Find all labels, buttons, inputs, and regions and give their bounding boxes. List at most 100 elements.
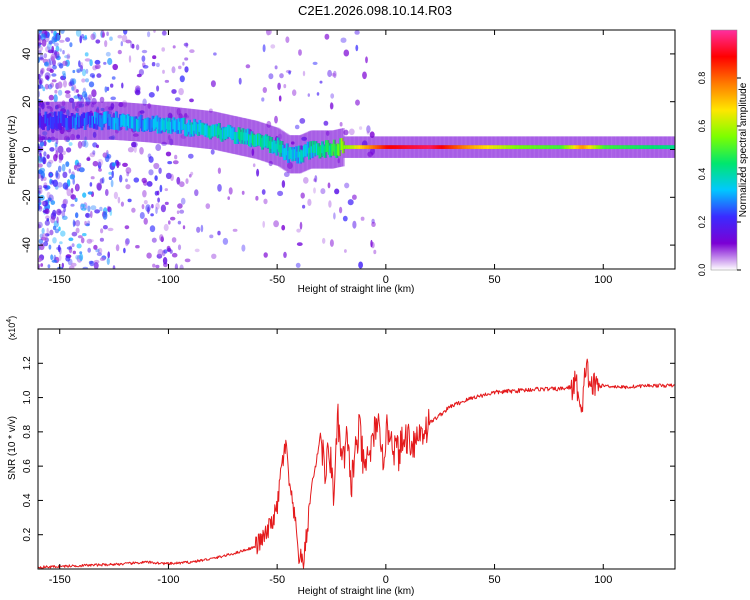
heatmap-noise-cell xyxy=(70,194,77,200)
heatmap-noise-cell xyxy=(111,162,117,167)
heatmap-noise-cell xyxy=(70,133,75,141)
heatmap-noise-cell xyxy=(78,167,85,173)
heatmap-noise-cell xyxy=(292,89,297,96)
heatmap-noise-cell xyxy=(66,109,70,117)
heatmap-noise-cell xyxy=(70,187,74,194)
heatmap-noise-cell xyxy=(108,136,115,140)
heatmap-track-cell xyxy=(306,141,310,154)
heatmap-noise-cell xyxy=(57,182,63,188)
heatmap-noise-cell xyxy=(168,134,171,141)
heatmap-noise-cell xyxy=(294,124,300,130)
heatmap-noise-cell xyxy=(43,53,48,59)
heatmap-noise-cell xyxy=(209,108,213,113)
heatmap-noise-cell xyxy=(177,203,183,209)
heatmap-noise-cell xyxy=(44,83,50,90)
heatmap-noise-cell xyxy=(104,106,111,112)
heatmap-noise-cell xyxy=(58,210,62,214)
heatmap-noise-cell xyxy=(125,184,131,190)
heatmap-noise-cell xyxy=(320,188,326,195)
heatmap-noise-cell xyxy=(96,106,100,111)
snr-x-tick-label: 50 xyxy=(488,574,500,586)
heatmap-noise-cell xyxy=(65,37,71,42)
heatmap-noise-cell xyxy=(355,44,359,52)
heatmap-noise-cell xyxy=(46,191,51,200)
heatmap-noise-cell xyxy=(108,106,114,111)
heatmap-noise-cell xyxy=(63,80,67,88)
heatmap-noise-cell xyxy=(142,65,149,69)
heatmap-noise-cell xyxy=(222,237,229,245)
heatmap-noise-cell xyxy=(50,254,54,261)
heatmap-noise-cell xyxy=(64,90,71,94)
heatmap-x-ticks: -150 -100 -50 0 50 100 xyxy=(49,30,612,286)
heatmap-noise-cell xyxy=(139,147,144,155)
heatmap-noise-cell xyxy=(133,177,140,183)
heatmap-noise-cell xyxy=(76,243,82,249)
heatmap-noise-cell xyxy=(61,163,66,172)
heatmap-noise-cell xyxy=(174,263,178,269)
heatmap-noise-cell xyxy=(210,149,215,155)
colorbar-tick-label: 0.2 xyxy=(697,216,707,229)
heatmap-noise-cell xyxy=(102,211,108,220)
heatmap-noise-cell xyxy=(87,205,91,212)
heatmap-noise-cell xyxy=(261,189,266,195)
heatmap-noise-cell xyxy=(56,33,60,42)
heatmap-noise-cell xyxy=(46,154,50,160)
heatmap-noise-cell xyxy=(366,125,371,134)
heatmap-y-tick-label: 40 xyxy=(21,48,33,60)
heatmap-noise-cell xyxy=(139,212,145,219)
heatmap-noise-cell xyxy=(39,194,45,201)
heatmap-noise-cell xyxy=(96,144,99,149)
heatmap-noise-cell xyxy=(163,249,168,254)
heatmap-noise-cell xyxy=(268,160,273,167)
heatmap-noise-cell xyxy=(184,57,189,61)
heatmap-noise-cell xyxy=(161,30,167,36)
heatmap-noise-cell xyxy=(127,147,134,153)
heatmap-noise-cell xyxy=(256,168,260,177)
heatmap-noise-cell xyxy=(162,257,168,265)
heatmap-noise-cell xyxy=(132,133,139,137)
heatmap-noise-cell xyxy=(62,73,67,79)
heatmap-noise-cell xyxy=(81,91,88,98)
heatmap-noise-cell xyxy=(291,141,295,145)
heatmap-noise-cell xyxy=(127,198,132,203)
heatmap-noise-cell xyxy=(95,39,101,44)
heatmap-noise-cell xyxy=(40,175,44,182)
heatmap-noise-cell xyxy=(69,174,76,180)
heatmap-noise-cell xyxy=(41,67,45,74)
heatmap-noise-cell xyxy=(328,200,332,208)
heatmap-noise-cell xyxy=(46,105,52,109)
heatmap-noise-cell xyxy=(155,144,162,151)
heatmap-noise-cell xyxy=(149,225,156,233)
heatmap-track-cell xyxy=(296,151,300,164)
heatmap-noise-cell xyxy=(87,247,91,253)
heatmap-noise-cell xyxy=(108,171,113,175)
heatmap-noise-cell xyxy=(46,32,50,38)
heatmap-noise-cell xyxy=(141,49,148,54)
heatmap-noise-cell xyxy=(115,244,120,252)
snr-x-tick-label: -100 xyxy=(157,574,179,586)
heatmap-noise-cell xyxy=(106,31,109,37)
heatmap-noise-cell xyxy=(38,107,41,115)
heatmap-noise-cell xyxy=(354,30,360,35)
heatmap-noise-cell xyxy=(71,243,75,248)
heatmap-noise-cell xyxy=(343,49,350,57)
heatmap-noise-cell xyxy=(252,163,256,168)
heatmap-noise-cell xyxy=(62,150,66,155)
heatmap-noise-cell xyxy=(313,187,316,194)
heatmap-noise-cell xyxy=(273,220,279,228)
heatmap-noise-cell xyxy=(179,75,185,83)
heatmap-noise-cell xyxy=(117,49,122,55)
heatmap-noise-cell xyxy=(96,252,102,257)
snr-y-tick-label: 1.2 xyxy=(22,356,33,370)
heatmap-track xyxy=(38,101,675,174)
heatmap-noise-cell xyxy=(79,35,82,44)
heatmap-noise-cell xyxy=(100,228,104,234)
heatmap-noise-cell xyxy=(48,94,54,101)
heatmap-noise-cell xyxy=(91,97,97,105)
heatmap-noise-cell xyxy=(64,135,70,142)
heatmap-noise-cell xyxy=(298,49,302,56)
heatmap-noise-cell xyxy=(93,262,99,269)
heatmap-noise-cell xyxy=(277,190,284,197)
heatmap-noise-cell xyxy=(123,247,126,254)
heatmap-noise-cell xyxy=(97,247,103,254)
